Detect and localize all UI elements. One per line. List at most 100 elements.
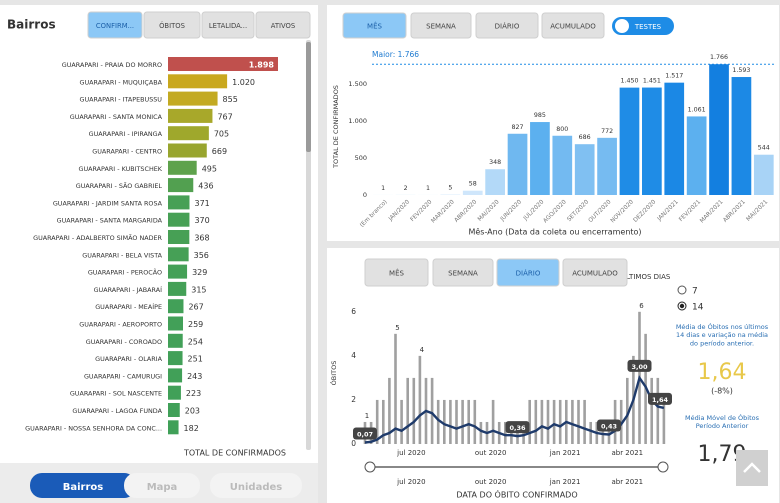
y-axis-title: ÓBITOS <box>329 361 338 386</box>
category-label: GUARAPARI - OLARIA <box>95 355 162 363</box>
tab[interactable] <box>342 12 407 39</box>
tab[interactable] <box>143 11 201 39</box>
bar <box>558 399 562 444</box>
category-label: GUARAPARI - PEROCÃO <box>88 268 162 277</box>
category-label: GUARAPARI - NOSSA SENHORA DA CONC... <box>25 424 162 432</box>
value-label: 315 <box>191 285 206 294</box>
value-label: 772 <box>601 128 613 135</box>
category-label: GUARAPARI - SOL NASCENTE <box>70 390 162 398</box>
category-label: GUARAPARI - BELA VISTA <box>82 251 162 259</box>
value-label: 985 <box>534 112 546 119</box>
value-label: 544 <box>758 145 770 152</box>
value-label: 2 <box>404 185 408 192</box>
slider-label: jan 2021 <box>549 478 581 486</box>
bar <box>394 333 397 444</box>
panel-title: Bairros <box>7 18 56 32</box>
category-label: GUARAPARI - KUBITSCHEK <box>79 165 163 173</box>
tab[interactable] <box>87 11 143 39</box>
nav-button[interactable] <box>210 473 302 498</box>
slider-handle[interactable] <box>364 461 376 473</box>
value-label: 356 <box>194 251 209 260</box>
bar <box>504 421 507 444</box>
x-axis-title: Mês-Ano (Data da coleta ou encerramento) <box>468 227 641 237</box>
tab-label: LETALIDA... <box>209 22 247 30</box>
tab-label: MÊS <box>367 22 382 31</box>
value-label: 243 <box>187 372 202 381</box>
bar <box>406 377 409 444</box>
tab-label: ÓBITOS <box>159 21 185 30</box>
radio[interactable] <box>677 285 687 295</box>
bar <box>375 399 379 444</box>
toggle-label: TESTES <box>634 23 662 31</box>
bar <box>168 403 180 417</box>
tab[interactable] <box>475 12 539 39</box>
bar <box>168 299 184 314</box>
toggle-knob <box>615 19 629 33</box>
bar <box>418 355 422 444</box>
category-label: GUARAPARI - CAMURUGI <box>84 372 162 380</box>
y-tick-label: 4 <box>351 351 356 360</box>
tab[interactable] <box>255 11 311 39</box>
bar <box>597 137 617 195</box>
bar <box>168 143 207 158</box>
toggle[interactable] <box>612 17 674 35</box>
value-label: 1.450 <box>620 78 638 85</box>
slider-handle[interactable] <box>657 461 669 473</box>
x-tick-label: jan 2021 <box>549 449 581 457</box>
tab[interactable] <box>541 12 605 39</box>
tab[interactable] <box>562 258 628 287</box>
value-label: 259 <box>188 320 203 329</box>
bar <box>461 399 464 444</box>
category-label: GUARAPARI - IPIRANGA <box>89 130 163 138</box>
bar <box>449 399 452 444</box>
bar <box>168 57 278 71</box>
bar <box>583 399 586 444</box>
scroll-top-button[interactable] <box>736 450 768 486</box>
value-label: 767 <box>217 112 232 121</box>
x-tick-label: jul 2020 <box>396 449 425 457</box>
tab-label: CONFIRM... <box>96 22 134 30</box>
bar <box>650 377 653 444</box>
bar <box>168 108 213 123</box>
tab[interactable] <box>496 258 560 287</box>
scroll-thumb[interactable] <box>306 42 311 152</box>
tab-label: MÊS <box>389 269 404 278</box>
label-box <box>597 419 621 432</box>
value-label: 371 <box>195 199 210 208</box>
bar <box>168 420 179 435</box>
value-label: 4 <box>420 346 425 354</box>
bar <box>400 399 403 444</box>
value-label: 436 <box>198 182 213 191</box>
tab[interactable] <box>410 12 472 39</box>
bar <box>528 399 531 444</box>
value-label: 0,36 <box>509 424 526 432</box>
tab[interactable] <box>201 11 255 39</box>
tab-label: DIÁRIO <box>495 22 520 31</box>
bar <box>540 399 544 444</box>
nav-button[interactable] <box>30 473 136 498</box>
bar <box>619 87 640 195</box>
tab[interactable] <box>432 258 494 287</box>
tab-label: DIÁRIO <box>516 269 541 278</box>
category-label: GUARAPARI - SÃO GABRIEL <box>76 181 163 190</box>
bar <box>607 421 611 444</box>
value-label: 1.593 <box>732 67 750 74</box>
bar <box>168 351 183 366</box>
category-label: GUARAPARI - MUQUIÇABA <box>80 78 163 86</box>
value-label: 800 <box>556 126 568 133</box>
bar <box>491 399 495 444</box>
y-tick-label: 2 <box>351 395 356 404</box>
label-box <box>353 427 377 440</box>
value-label: 3,00 <box>631 363 648 371</box>
slider-label: jul 2020 <box>396 478 425 486</box>
nav-button[interactable] <box>124 473 200 498</box>
bar <box>382 399 385 444</box>
tab[interactable] <box>364 258 429 287</box>
bar <box>168 385 181 400</box>
value-label: 669 <box>212 147 227 156</box>
bar <box>168 230 190 244</box>
bar <box>455 399 458 444</box>
label-box <box>627 359 652 372</box>
value-label: 370 <box>194 216 209 225</box>
